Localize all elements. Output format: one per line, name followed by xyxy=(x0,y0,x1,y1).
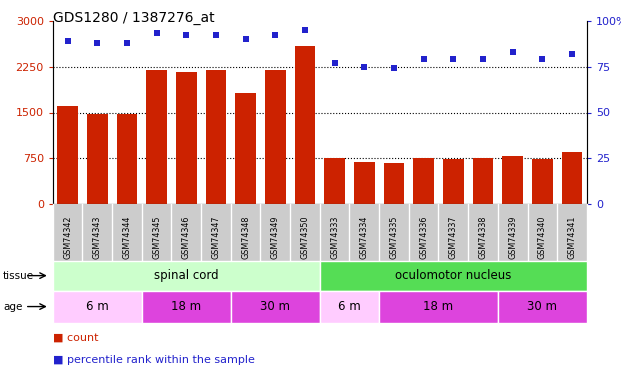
Bar xyxy=(414,158,434,204)
Text: 30 m: 30 m xyxy=(260,300,290,313)
Point xyxy=(389,65,399,71)
Text: GSM74337: GSM74337 xyxy=(449,215,458,259)
Point xyxy=(478,56,488,62)
Bar xyxy=(502,156,523,204)
Text: GSM74336: GSM74336 xyxy=(419,215,428,259)
Bar xyxy=(87,114,107,204)
Text: 6 m: 6 m xyxy=(338,300,361,313)
Bar xyxy=(117,114,137,204)
Text: age: age xyxy=(3,302,22,312)
Text: GSM74347: GSM74347 xyxy=(212,215,220,259)
Point xyxy=(241,36,251,42)
Text: GSM74349: GSM74349 xyxy=(271,215,280,259)
Point xyxy=(330,60,340,66)
Bar xyxy=(532,159,553,204)
Text: GDS1280 / 1387276_at: GDS1280 / 1387276_at xyxy=(53,11,214,25)
Bar xyxy=(354,162,374,204)
Bar xyxy=(384,164,404,204)
Point xyxy=(300,27,310,33)
Text: GSM74346: GSM74346 xyxy=(182,215,191,259)
Text: GSM74334: GSM74334 xyxy=(360,215,369,259)
Text: tissue: tissue xyxy=(3,271,34,280)
Point xyxy=(448,56,458,62)
Text: GSM74344: GSM74344 xyxy=(122,215,132,259)
Bar xyxy=(57,106,78,204)
Point xyxy=(63,38,73,44)
Point xyxy=(93,40,102,46)
Point xyxy=(537,56,547,62)
Bar xyxy=(473,159,493,204)
Bar xyxy=(561,152,582,204)
Point xyxy=(181,32,191,38)
Bar xyxy=(206,70,226,204)
Text: spinal cord: spinal cord xyxy=(154,269,219,282)
Text: GSM74343: GSM74343 xyxy=(93,215,102,259)
Bar xyxy=(235,93,256,204)
Point xyxy=(360,63,369,70)
Bar xyxy=(294,46,315,204)
Point xyxy=(122,40,132,46)
Text: GSM74340: GSM74340 xyxy=(538,215,547,259)
Bar xyxy=(324,158,345,204)
Text: 18 m: 18 m xyxy=(424,300,453,313)
Point xyxy=(567,51,577,57)
Bar xyxy=(265,70,286,204)
Bar xyxy=(176,72,197,204)
Bar xyxy=(147,70,167,204)
Text: ■ percentile rank within the sample: ■ percentile rank within the sample xyxy=(53,355,255,365)
Point xyxy=(270,32,280,38)
Point xyxy=(508,49,518,55)
Bar xyxy=(443,159,464,204)
Text: GSM74333: GSM74333 xyxy=(330,215,339,259)
Text: oculomotor nucleus: oculomotor nucleus xyxy=(395,269,512,282)
Text: 30 m: 30 m xyxy=(527,300,557,313)
Point xyxy=(211,32,221,38)
Point xyxy=(152,30,161,36)
Text: 6 m: 6 m xyxy=(86,300,109,313)
Text: GSM74339: GSM74339 xyxy=(508,215,517,259)
Text: GSM74345: GSM74345 xyxy=(152,215,161,259)
Point xyxy=(419,56,428,62)
Text: 18 m: 18 m xyxy=(171,300,201,313)
Text: GSM74342: GSM74342 xyxy=(63,215,72,259)
Text: GSM74338: GSM74338 xyxy=(479,215,487,259)
Text: ■ count: ■ count xyxy=(53,333,98,342)
Text: GSM74335: GSM74335 xyxy=(389,215,399,259)
Text: GSM74341: GSM74341 xyxy=(568,215,576,259)
Text: GSM74348: GSM74348 xyxy=(241,215,250,259)
Text: GSM74350: GSM74350 xyxy=(301,215,309,259)
